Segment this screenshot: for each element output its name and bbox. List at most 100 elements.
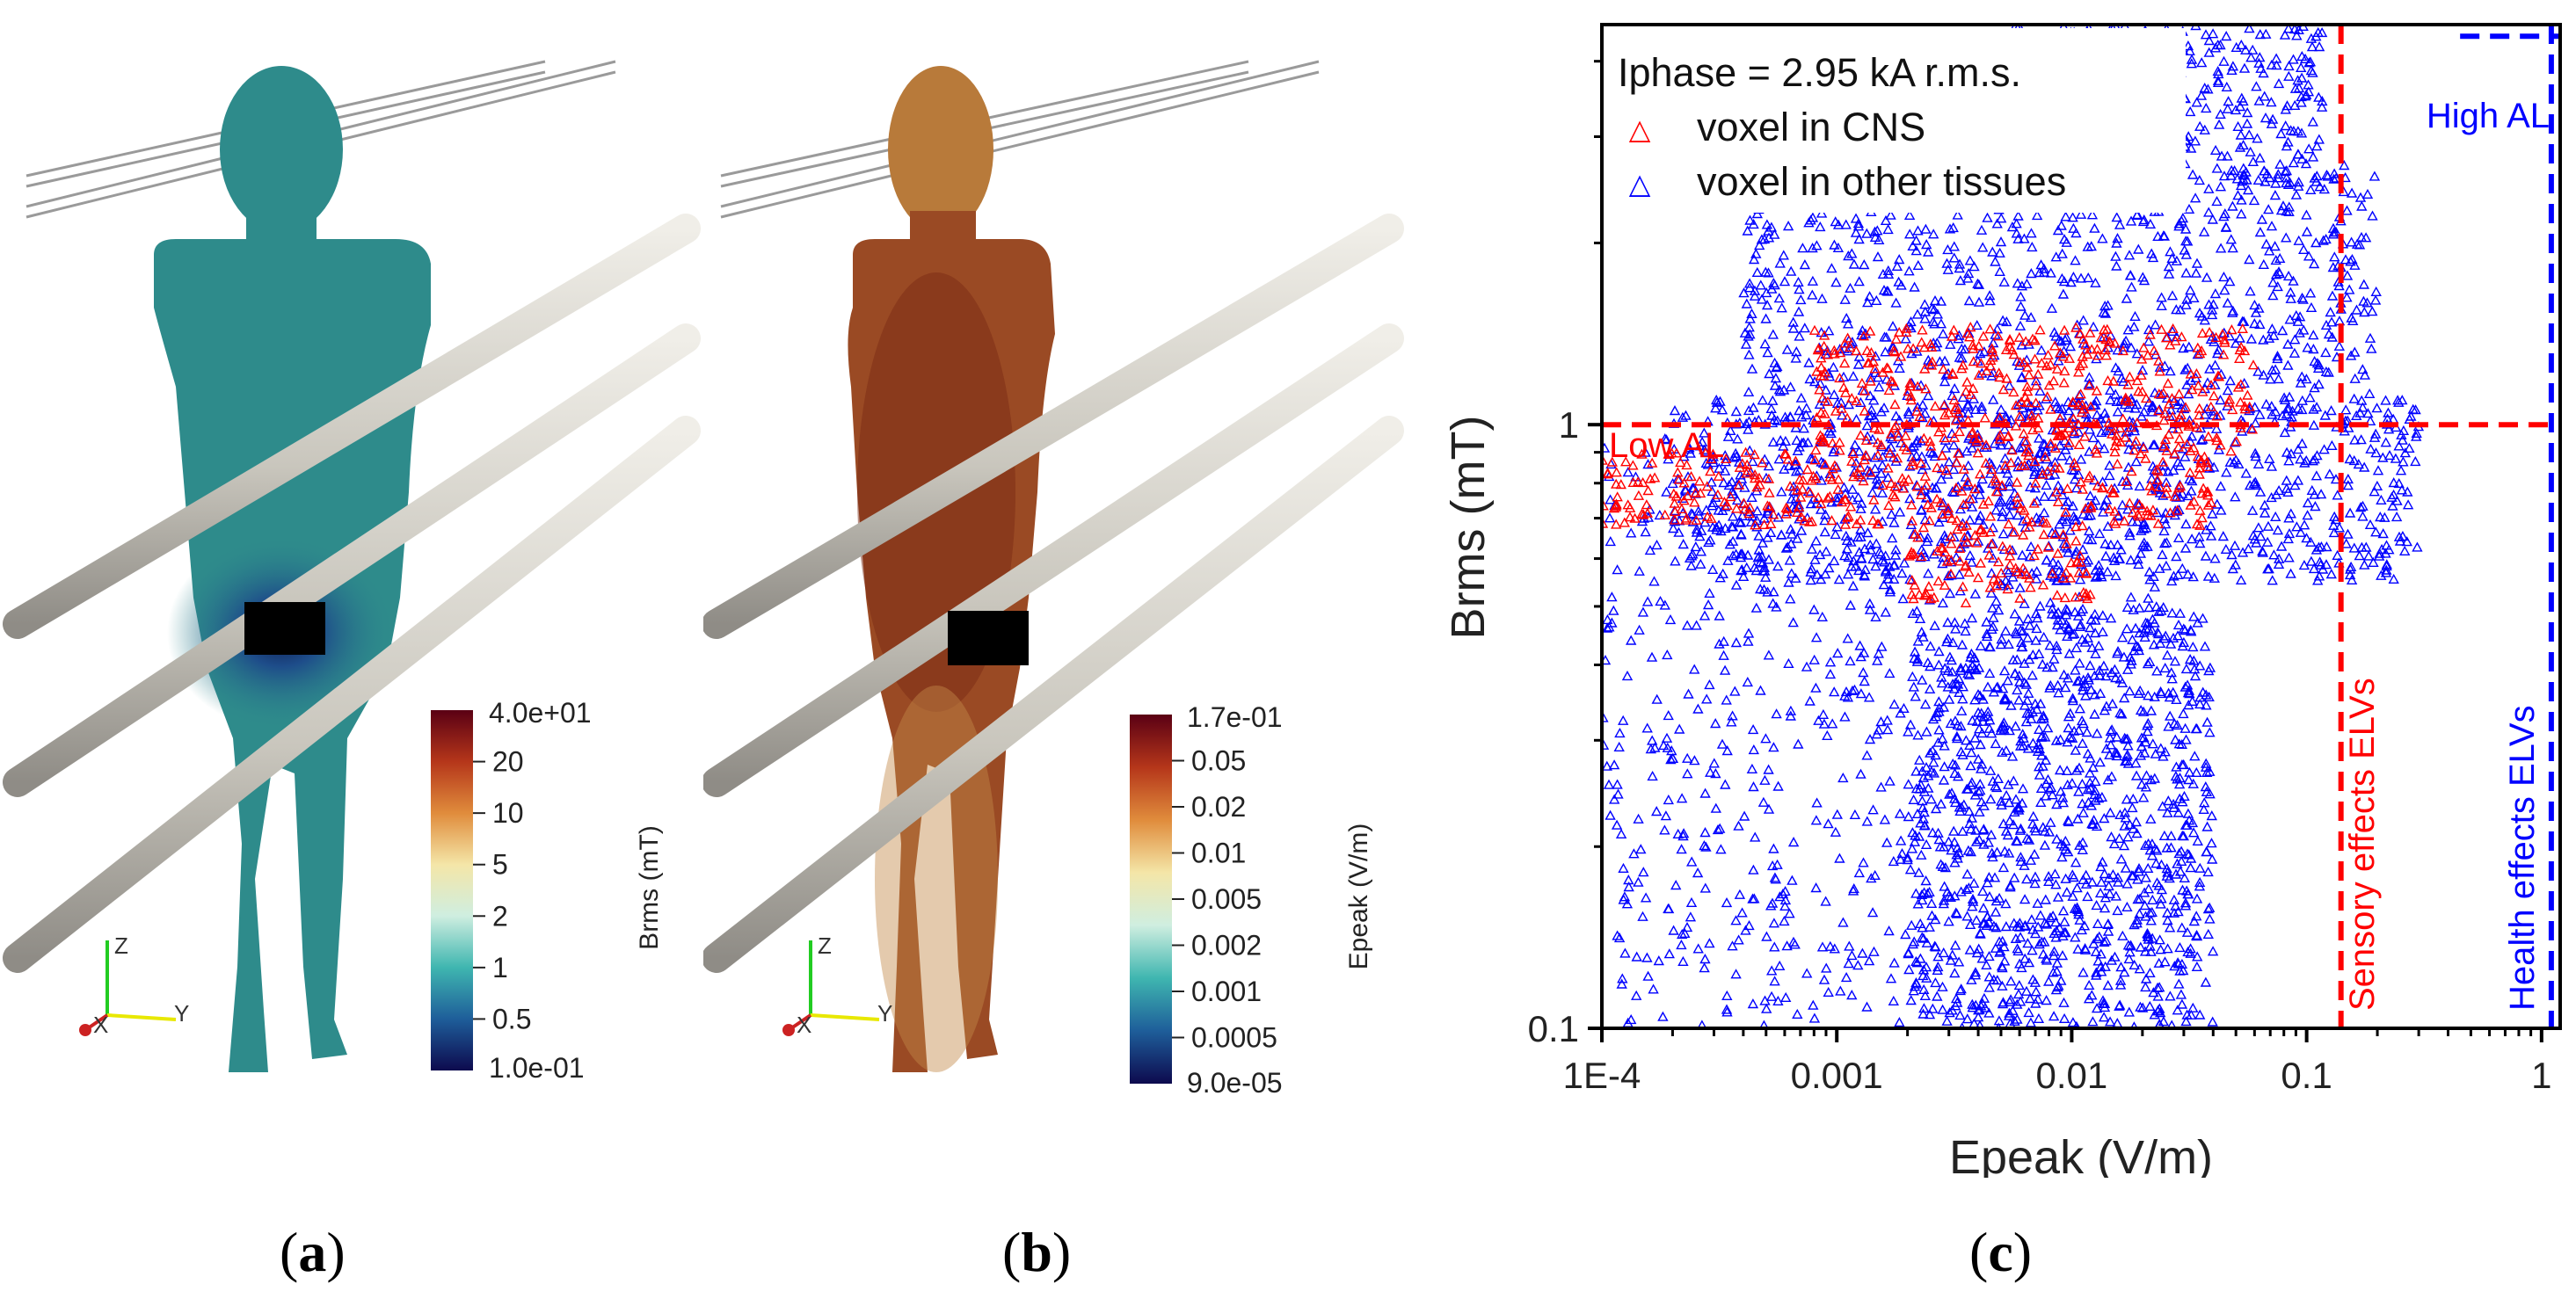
- data-point: [2410, 455, 2421, 467]
- data-point: [2004, 815, 2016, 826]
- data-point: [1861, 750, 1873, 760]
- data-point: [2147, 613, 2158, 624]
- data-point: [1967, 339, 1978, 350]
- data-point: [2238, 345, 2251, 356]
- data-point: [1983, 872, 1995, 882]
- data-point: [2185, 943, 2196, 954]
- data-point: [1707, 448, 1719, 459]
- data-point: [2128, 919, 2140, 930]
- data-point: [1658, 739, 1670, 751]
- data-point: [1983, 837, 1994, 847]
- data-point: [1907, 607, 1918, 618]
- data-point: [1705, 466, 1716, 476]
- data-point: [1741, 417, 1752, 429]
- data-point: [2383, 424, 2395, 434]
- data-point: [2015, 852, 2027, 862]
- data-point: [1954, 1009, 1966, 1020]
- data-point: [2003, 638, 2014, 649]
- data-point: [2121, 751, 2133, 761]
- data-point: [2030, 825, 2041, 836]
- data-point: [1749, 449, 1760, 460]
- data-point: [1605, 535, 1616, 547]
- data-point: [2165, 991, 2176, 1001]
- data-point: [1810, 473, 1822, 483]
- data-point: [1996, 722, 2007, 732]
- data-point: [1919, 990, 1931, 1000]
- data-point: [2068, 271, 2079, 282]
- data-point: [1991, 218, 2003, 229]
- data-point: [2016, 797, 2028, 808]
- data-point: [2054, 439, 2066, 450]
- data-point: [2296, 72, 2308, 83]
- data-point: [1791, 346, 1802, 357]
- data-point: [2056, 838, 2067, 849]
- data-point: [2267, 365, 2278, 375]
- data-point: [1721, 1006, 1733, 1017]
- data-point: [1766, 897, 1779, 908]
- data-point: [2091, 899, 2102, 911]
- data-point: [1939, 400, 1950, 410]
- data-point: [2328, 519, 2340, 530]
- data-point: [2074, 914, 2085, 925]
- data-point: [2016, 460, 2027, 470]
- data-point: [1935, 295, 1947, 306]
- data-point: [2184, 688, 2195, 699]
- data-point: [2082, 671, 2094, 682]
- data-point: [1986, 343, 1997, 353]
- data-point: [2317, 563, 2329, 574]
- data-point: [2082, 241, 2093, 251]
- data-point: [1772, 561, 1784, 571]
- data-point: [1950, 401, 1961, 411]
- data-point: [2000, 921, 2012, 932]
- data-point: [1983, 982, 1995, 992]
- data-point: [1875, 468, 1887, 478]
- data-point: [1824, 468, 1836, 478]
- data-point: [2048, 468, 2061, 479]
- data-point: [1894, 808, 1906, 818]
- data-point: [1858, 667, 1869, 678]
- data-point: [1785, 411, 1796, 422]
- data-point: [2112, 539, 2123, 549]
- data-point: [1670, 490, 1682, 501]
- data-point: [2066, 777, 2078, 788]
- data-point: [1939, 355, 1951, 366]
- data-point: [2354, 407, 2366, 417]
- data-point: [1940, 465, 1952, 475]
- data-point: [1920, 223, 1932, 234]
- data-point: [2201, 821, 2213, 831]
- data-point: [2038, 631, 2049, 642]
- data-point: [1920, 383, 1932, 394]
- data-point: [1997, 384, 2010, 395]
- data-point: [1880, 566, 1892, 577]
- data-point: [2016, 636, 2027, 647]
- data-point: [2346, 574, 2358, 584]
- data-point: [1837, 917, 1849, 927]
- data-point: [2012, 455, 2024, 466]
- data-point: [1950, 483, 1962, 493]
- data-point: [1818, 718, 1830, 729]
- data-point: [1748, 864, 1759, 874]
- data-point: [2263, 563, 2274, 574]
- data-point: [2103, 880, 2114, 891]
- data-point: [2234, 101, 2246, 112]
- data-point: [1925, 446, 1936, 457]
- data-point: [1976, 953, 1988, 963]
- data-point: [1954, 275, 1967, 286]
- data-point: [2172, 424, 2184, 434]
- data-point: [2051, 620, 2063, 630]
- data-point: [2056, 568, 2068, 578]
- data-point: [2172, 630, 2184, 641]
- data-point: [1804, 695, 1816, 706]
- data-point: [1856, 377, 1868, 388]
- ref-label-low-al: Low AL: [1609, 426, 1724, 465]
- data-point: [2129, 403, 2141, 413]
- data-point: [2165, 339, 2176, 350]
- data-point: [1882, 268, 1895, 279]
- data-point: [1917, 1008, 1929, 1019]
- data-point: [1880, 214, 1892, 225]
- data-point: [1913, 589, 1925, 599]
- data-point: [2292, 149, 2304, 159]
- data-point: [2180, 1016, 2192, 1027]
- data-point: [2159, 408, 2171, 418]
- data-point: [1906, 499, 1917, 510]
